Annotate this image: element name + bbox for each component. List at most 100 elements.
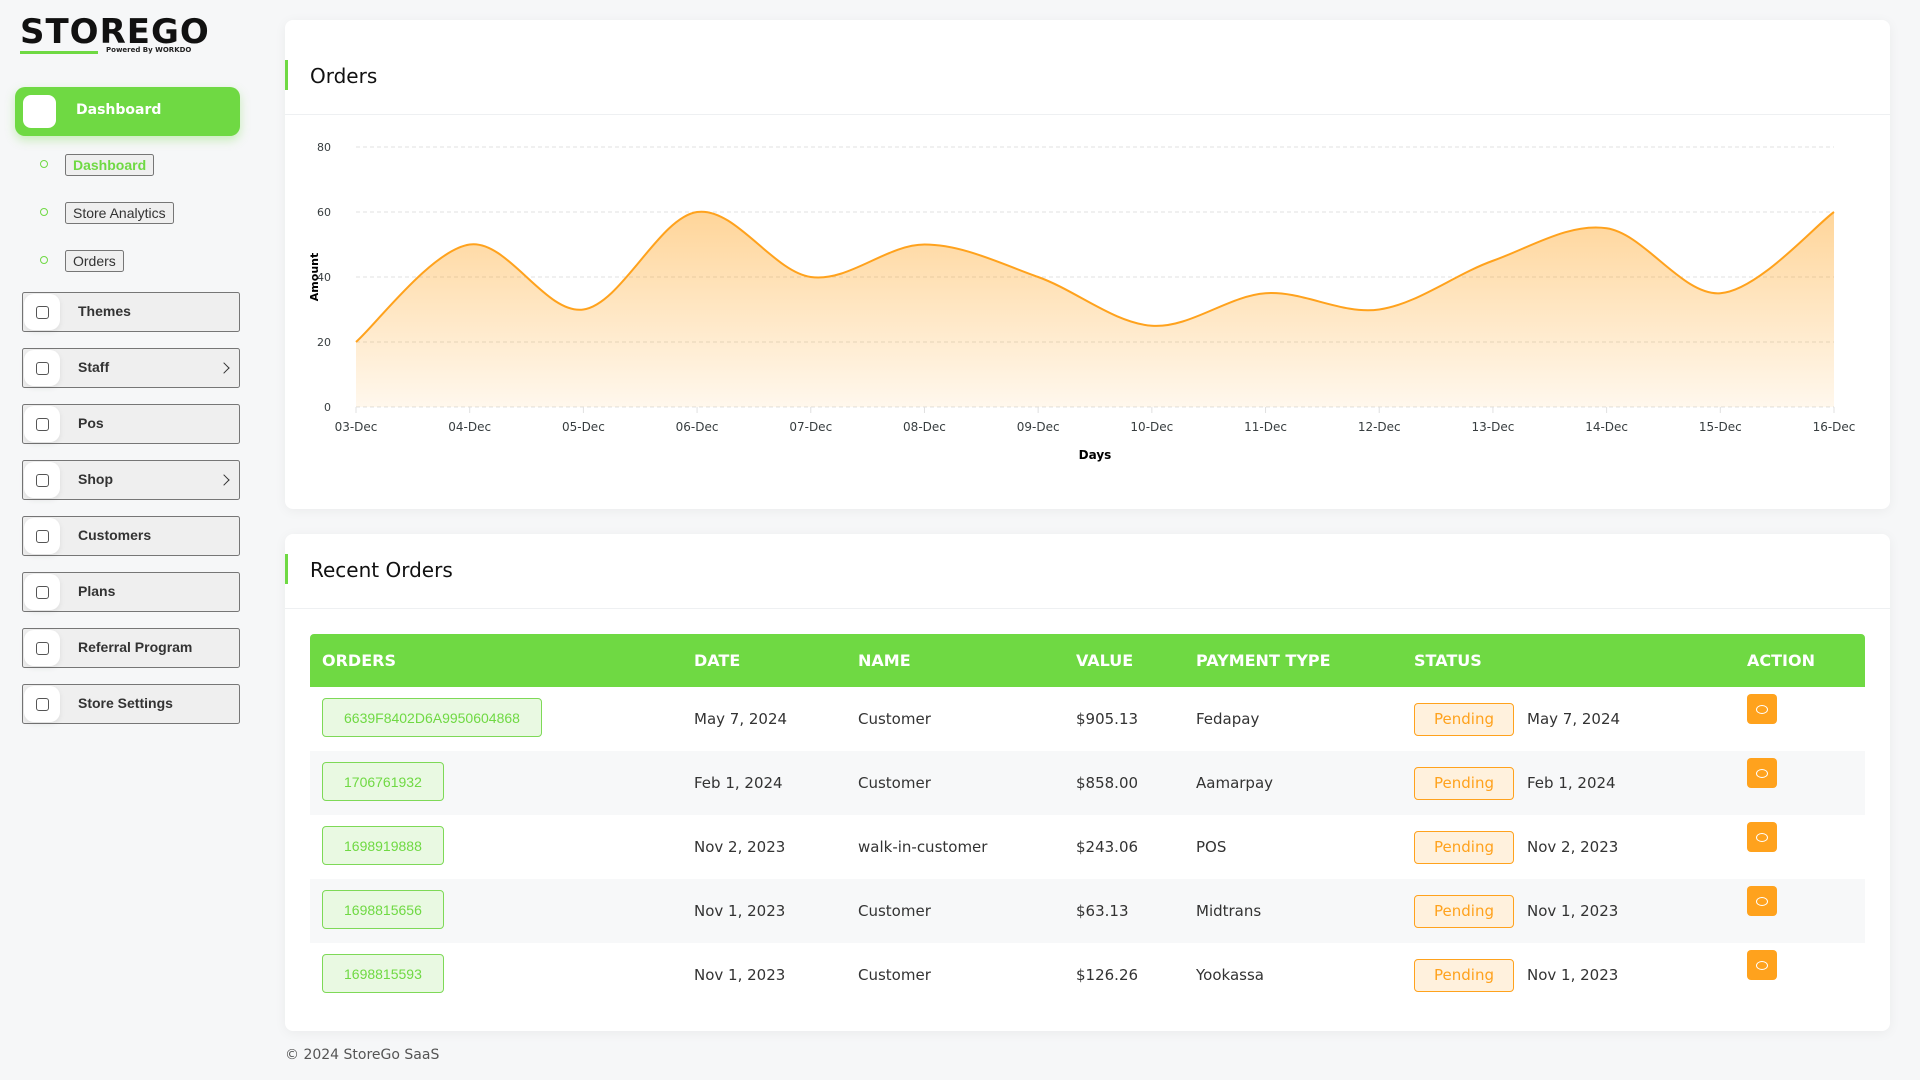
brand-tagline: Powered By WORKDO [106,46,192,54]
nav-label: Plans [78,583,116,599]
nav-dashboard[interactable]: Dashboard [15,87,240,136]
order-id[interactable]: 1706761932 [322,762,444,801]
orders-card: Orders 0 20 40 60 80 03-Dec 04-Dec 05-Dec 06-Dec… [285,20,1890,509]
order-id[interactable]: 1698815593 [322,954,444,993]
cell: Customer [858,774,931,792]
nav-item[interactable]: Themes [22,292,240,332]
nav-subitem[interactable]: Orders [65,250,124,272]
view-button[interactable] [1747,822,1777,852]
view-button[interactable] [1747,950,1777,980]
x-tick-label: 03-Dec [335,420,378,434]
view-button[interactable] [1747,758,1777,788]
status-date: May 7, 2024 [1527,710,1621,728]
nav-item[interactable]: Referral Program [22,628,240,668]
cell: $126.26 [1076,966,1139,984]
cell: Nov 1, 2023 [694,966,786,984]
y-tick-label: 20 [317,336,331,349]
nav-bullet [40,256,48,264]
cell: Feb 1, 2024 [694,774,783,792]
nav-item[interactable]: Plans [22,572,240,612]
divider [285,608,1890,609]
nav-icon [24,294,60,330]
view-button[interactable] [1747,694,1777,724]
x-tick-label: 16-Dec [1813,420,1856,434]
nav-bullet [40,160,48,168]
nav-item[interactable]: Store Settings [22,684,240,724]
nav-subitem[interactable]: Dashboard [65,154,155,176]
nav-icon [24,406,60,442]
cell: $63.13 [1076,902,1129,920]
orders-chart: 0 20 40 60 80 03-Dec 04-Dec 05-Dec 06-Dec 07-Dec 0… [308,141,1856,462]
y-tick-label: 60 [317,206,331,219]
divider [285,114,1890,115]
x-tick-label: 15-Dec [1699,420,1742,434]
nav-label: Dashboard [76,102,162,118]
column-header: ACTION [1747,651,1815,670]
status-date: Nov 1, 2023 [1527,902,1619,920]
x-tick-label: 10-Dec [1130,420,1173,434]
x-tick-label: 08-Dec [903,420,946,434]
cell: Midtrans [1196,902,1262,920]
column-header: NAME [858,651,911,670]
cell: Nov 1, 2023 [694,902,786,920]
status-badge: Pending [1414,959,1514,992]
cell: May 7, 2024 [694,710,788,728]
cell: Yookassa [1196,966,1264,984]
order-id[interactable]: 6639F8402D6A9950604868 [322,698,542,737]
nav-item[interactable]: Pos [22,404,240,444]
nav-label: Referral Program [78,639,193,655]
x-tick-label: 07-Dec [789,420,832,434]
cell: Aamarpay [1196,774,1274,792]
y-axis-label: Amount [308,253,321,301]
x-tick-label: 09-Dec [1017,420,1060,434]
y-tick-label: 40 [317,271,331,284]
nav-label: Store Settings [78,695,173,711]
nav-label: Pos [78,415,104,431]
card-title: Orders [310,64,378,88]
nav-label: Staff [78,359,110,375]
cell: Customer [858,966,931,984]
title-accent [285,554,288,584]
nav-label: Shop [78,471,113,487]
order-id[interactable]: 1698919888 [322,826,444,865]
cell: POS [1196,838,1227,856]
nav-icon [23,95,56,128]
nav-label: Themes [78,303,131,319]
cell: Customer [858,710,931,728]
x-tick-label: 12-Dec [1358,420,1401,434]
nav-icon [24,686,60,722]
status-date: Nov 1, 2023 [1527,966,1619,984]
cell: $905.13 [1076,710,1139,728]
status-badge: Pending [1414,703,1514,736]
card-title: Recent Orders [310,558,453,582]
cell: Nov 2, 2023 [694,838,786,856]
column-header: ORDERS [322,651,396,670]
nav-icon [24,350,60,386]
brand-logo[interactable]: STOREGO [20,12,210,52]
status-badge: Pending [1414,767,1514,800]
cell: $858.00 [1076,774,1139,792]
footer: © 2024 StoreGo SaaS [285,1047,440,1063]
status-badge: Pending [1414,895,1514,928]
nav-item[interactable]: Shop [22,460,240,500]
logo-underline [20,51,98,54]
row-stripe [310,879,1865,943]
column-header: VALUE [1076,651,1134,670]
column-header: STATUS [1414,651,1482,670]
nav-bullet [40,208,48,216]
cell: Fedapay [1196,710,1260,728]
cell: $243.06 [1076,838,1139,856]
cell: walk-in-customer [858,838,988,856]
nav-icon [24,630,60,666]
nav-item[interactable]: Staff [22,348,240,388]
order-id[interactable]: 1698815656 [322,890,444,929]
view-button[interactable] [1747,886,1777,916]
row-stripe [310,751,1865,815]
nav-label: Customers [78,527,152,543]
nav-subitem[interactable]: Store Analytics [65,202,174,224]
nav-icon [24,462,60,498]
column-header: PAYMENT TYPE [1196,651,1331,670]
nav-item[interactable]: Customers [22,516,240,556]
